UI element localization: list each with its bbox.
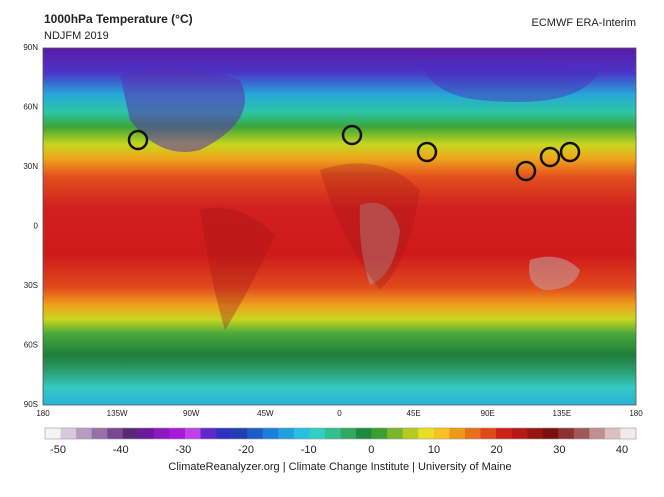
lon-label: 45E xyxy=(407,409,421,418)
lon-label: 0 xyxy=(337,409,342,418)
colorbar-label: -50 xyxy=(50,444,66,456)
colorbar-cell xyxy=(558,428,575,439)
map-frame xyxy=(42,47,637,406)
colorbar-cell xyxy=(60,428,77,439)
land xyxy=(200,207,275,330)
colorbar-cell xyxy=(122,428,139,439)
colorbar-cell xyxy=(216,428,232,439)
colorbar-cell xyxy=(356,428,372,439)
colorbar-cell xyxy=(589,428,606,439)
subtitle: NDJFM 2019 xyxy=(44,30,109,42)
colorbar-cell xyxy=(91,428,108,439)
colorbar-cell xyxy=(620,428,637,439)
colorbar-label: -40 xyxy=(113,444,129,456)
lon-label: 90E xyxy=(481,409,495,418)
colorbar-label: 20 xyxy=(491,444,503,456)
colorbar-cell xyxy=(45,428,61,439)
land xyxy=(320,163,420,290)
colorbar-cell xyxy=(309,428,326,439)
colorbar: -50 -40 -30 -20 -10 0 10 20 30 40 xyxy=(44,427,637,456)
colorbar-cell xyxy=(464,428,481,439)
colorbar-cell xyxy=(231,428,248,439)
colorbar-cell xyxy=(402,428,419,439)
colorbar-cell xyxy=(604,428,621,439)
map xyxy=(42,47,637,406)
lat-label: 30N xyxy=(23,162,38,171)
marker xyxy=(341,124,363,146)
colorbar-cell xyxy=(418,428,435,439)
hot-region xyxy=(359,202,400,285)
footer: ClimateReanalyzer.org | Climate Change I… xyxy=(168,461,511,473)
lon-label: 135W xyxy=(107,409,128,418)
lat-label: 0 xyxy=(34,222,39,231)
hot-region xyxy=(529,256,580,290)
colorbar-cell xyxy=(387,428,404,439)
marker xyxy=(539,146,561,168)
colorbar-cell xyxy=(153,428,170,439)
markers xyxy=(127,124,581,182)
colorbar-cell xyxy=(542,428,559,439)
marker xyxy=(127,129,149,151)
colorbar-cell xyxy=(480,428,497,439)
colorbar-cell xyxy=(138,428,155,439)
colorbar-label: 10 xyxy=(428,444,440,456)
colorbar-cell xyxy=(262,428,279,439)
colorbar-label: -20 xyxy=(238,444,254,456)
marker xyxy=(559,141,581,163)
lat-label: 30S xyxy=(24,281,38,290)
lat-label: 90N xyxy=(23,43,38,52)
colorbar-cell xyxy=(324,428,341,439)
lon-label: 180 xyxy=(629,409,643,418)
colorbar-label: -30 xyxy=(175,444,191,456)
lat-label: 60S xyxy=(24,341,38,350)
colorbar-cell xyxy=(184,428,201,439)
colorbar-label: 0 xyxy=(368,444,374,456)
colorbar-label: 40 xyxy=(616,444,628,456)
colorbar-cell xyxy=(169,428,186,439)
colorbar-cell xyxy=(278,428,295,439)
lat-label: 60N xyxy=(23,103,38,112)
colorbar-label: 30 xyxy=(553,444,565,456)
colorbar-frame xyxy=(44,427,637,440)
colorbar-cell xyxy=(293,428,310,439)
colorbar-cell xyxy=(76,428,92,439)
colorbar-cell xyxy=(433,428,450,439)
lon-label: 180 xyxy=(36,409,50,418)
source: ECMWF ERA-Interim xyxy=(532,17,637,29)
colorbar-cell xyxy=(511,428,528,439)
lon-label: 45W xyxy=(257,409,274,418)
marker xyxy=(416,141,438,163)
colorbar-cell xyxy=(107,428,124,439)
colorbar-cell xyxy=(573,428,590,439)
cold-region xyxy=(420,58,600,102)
lon-label: 135E xyxy=(553,409,572,418)
title: 1000hPa Temperature (°C) xyxy=(44,12,193,26)
colorbar-cell xyxy=(371,428,388,439)
colorbar-cell xyxy=(527,428,543,439)
colorbar-cell xyxy=(449,428,466,439)
colorbar-cell xyxy=(200,428,217,439)
colorbar-cell xyxy=(496,428,512,439)
colorbar-cell xyxy=(340,428,357,439)
colorbar-cell xyxy=(247,428,264,439)
lon-label: 90W xyxy=(183,409,200,418)
colorbar-label: -10 xyxy=(301,444,317,456)
lat-label: 90S xyxy=(24,400,38,409)
marker xyxy=(515,160,537,182)
cold-region xyxy=(120,68,245,152)
